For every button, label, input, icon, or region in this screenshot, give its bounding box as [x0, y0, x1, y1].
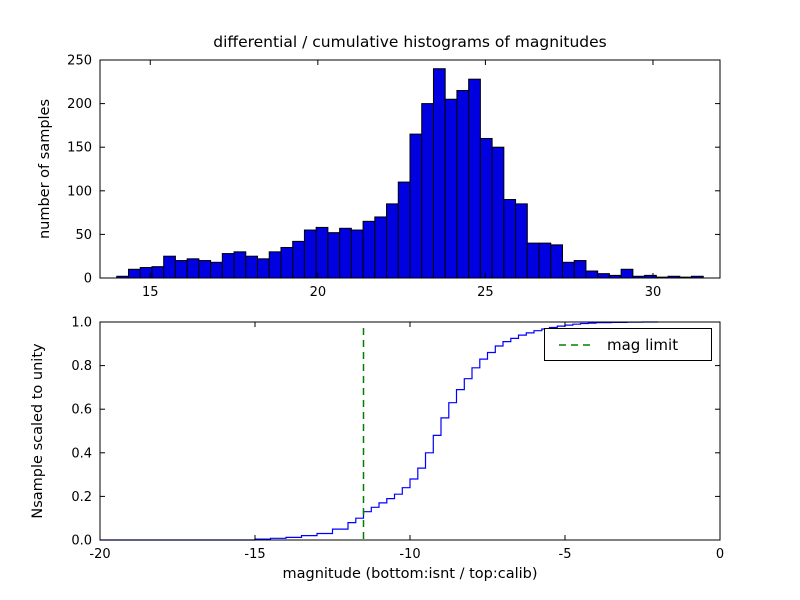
- legend-label: mag limit: [607, 335, 679, 354]
- histogram-bar: [432, 68, 446, 279]
- histogram-bar: [386, 203, 399, 279]
- histogram-bar: [491, 146, 505, 279]
- tick-label: 150: [67, 141, 92, 156]
- histogram-bar: [127, 268, 141, 279]
- histogram-bar: [339, 227, 352, 279]
- bottom-y-axis-label: Nsample scaled to unity: [30, 343, 46, 519]
- histogram-bar: [515, 203, 528, 279]
- axes-frame: [99, 59, 721, 279]
- tick-label: 0.8: [71, 359, 92, 374]
- tick-label: 0.4: [71, 446, 92, 461]
- tick-label: 250: [67, 54, 92, 69]
- histogram-bar: [257, 258, 270, 279]
- histogram-bar: [268, 251, 282, 279]
- histogram-bar: [503, 199, 517, 279]
- tick-label: 30: [645, 285, 662, 300]
- histogram-bar: [245, 255, 259, 279]
- tick-label: 0.6: [71, 403, 92, 418]
- histogram-bar: [550, 244, 563, 279]
- cumulative-line: [100, 321, 658, 541]
- tick-label: 0.0: [71, 534, 92, 549]
- histogram-bar: [421, 103, 434, 279]
- legend-dashed-line-icon: [559, 343, 593, 346]
- histogram-bar: [538, 242, 552, 279]
- tick-label: 15: [142, 285, 159, 300]
- tick-label: 0.2: [71, 490, 92, 505]
- histogram-bar: [526, 242, 540, 279]
- histogram-bar: [350, 229, 364, 279]
- plot-title: differential / cumulative histograms of …: [213, 33, 607, 51]
- histogram-bar: [409, 133, 423, 279]
- histogram-bar: [210, 261, 223, 279]
- tick-label: -15: [244, 547, 265, 562]
- histogram-bar: [163, 255, 176, 279]
- histogram-bar: [362, 220, 376, 279]
- histogram-bar: [479, 137, 493, 279]
- tick-label: 0: [716, 547, 724, 562]
- histogram-bar: [327, 232, 341, 279]
- histogram-bar: [597, 273, 610, 279]
- histogram-bar: [303, 229, 317, 279]
- histogram-bar: [315, 226, 329, 279]
- histogram-bar: [374, 216, 388, 279]
- tick-label: -5: [559, 547, 572, 562]
- tick-label: 200: [67, 97, 92, 112]
- tick-label: -20: [89, 547, 110, 562]
- histogram-bar: [456, 90, 470, 279]
- tick-label: 50: [75, 228, 92, 243]
- histogram-bar: [397, 181, 411, 279]
- top-y-axis-label: number of samples: [37, 98, 53, 240]
- histogram-bar: [198, 260, 212, 279]
- histogram-bar: [280, 246, 294, 279]
- bottom-x-axis-label: magnitude (bottom:isnt / top:calib): [282, 566, 538, 582]
- tick-label: 20: [310, 285, 327, 300]
- histogram-bar: [444, 98, 458, 279]
- histogram-bar: [174, 260, 188, 279]
- histogram-bar: [151, 266, 165, 279]
- histogram-bar: [221, 253, 235, 279]
- tick-label: 1.0: [71, 316, 92, 331]
- tick-label: -10: [399, 547, 420, 562]
- histogram-bar: [233, 251, 247, 279]
- histogram-bar: [561, 261, 575, 279]
- histogram-bar: [292, 240, 305, 279]
- histogram-bar: [186, 258, 200, 279]
- tick-label: 25: [477, 285, 494, 300]
- histogram-bar: [468, 78, 481, 279]
- legend: mag limit: [544, 328, 712, 361]
- histogram-bar: [573, 260, 587, 279]
- histogram-bar: [620, 268, 634, 279]
- tick-label: 100: [67, 184, 92, 199]
- tick-label: 0: [84, 272, 92, 287]
- histogram-bar: [585, 270, 599, 279]
